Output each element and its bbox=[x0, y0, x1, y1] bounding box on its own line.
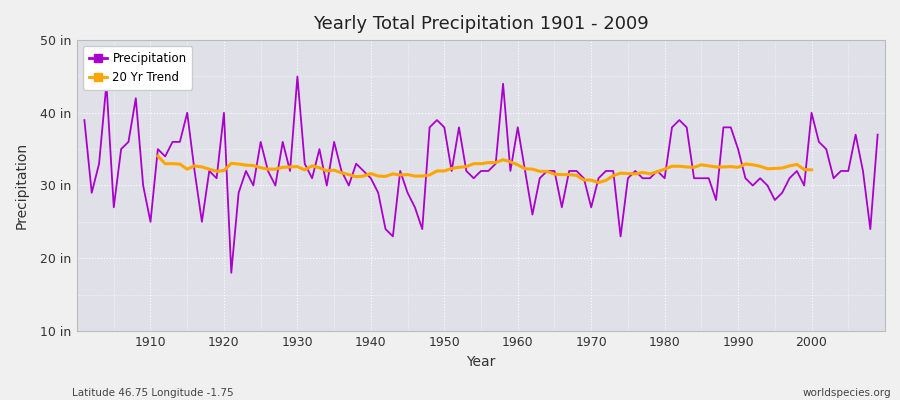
X-axis label: Year: Year bbox=[466, 355, 496, 369]
Text: Latitude 46.75 Longitude -1.75: Latitude 46.75 Longitude -1.75 bbox=[72, 388, 234, 398]
Title: Yearly Total Precipitation 1901 - 2009: Yearly Total Precipitation 1901 - 2009 bbox=[313, 15, 649, 33]
Text: worldspecies.org: worldspecies.org bbox=[803, 388, 891, 398]
Y-axis label: Precipitation: Precipitation bbox=[15, 142, 29, 229]
Legend: Precipitation, 20 Yr Trend: Precipitation, 20 Yr Trend bbox=[83, 46, 193, 90]
